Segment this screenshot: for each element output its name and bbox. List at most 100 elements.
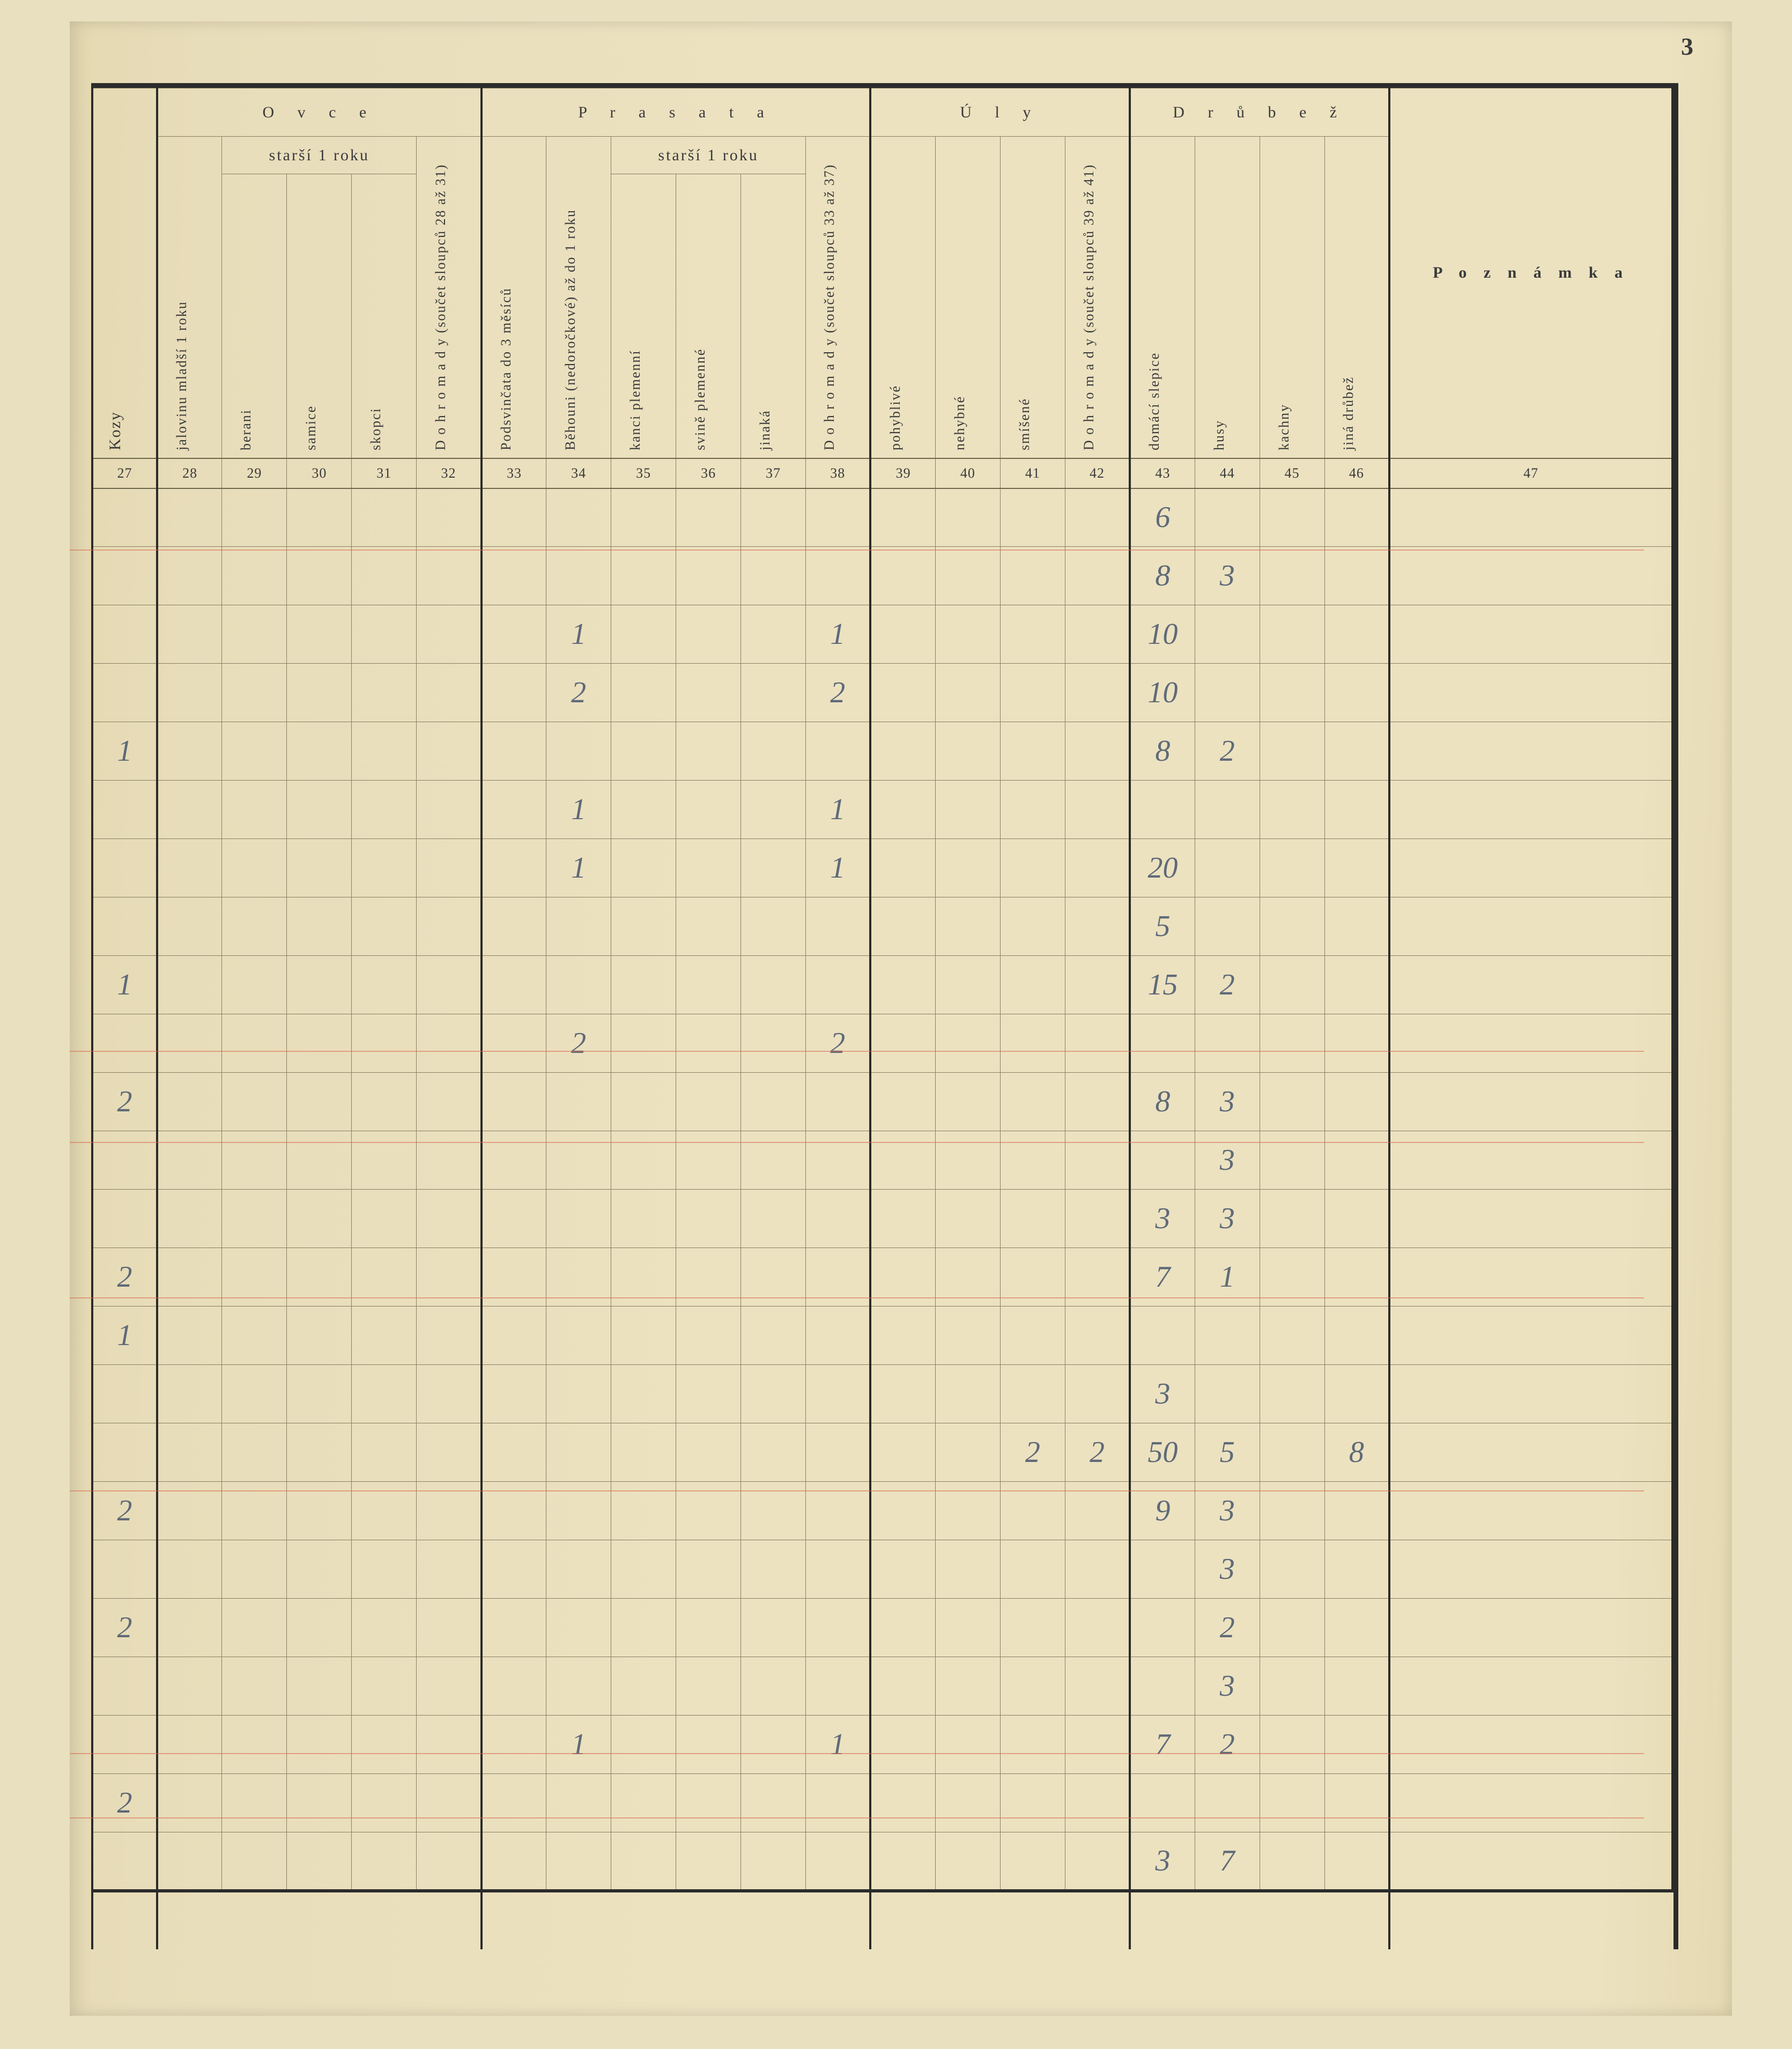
cell: 50 [1130, 1423, 1195, 1482]
cell [935, 1190, 1000, 1248]
cell [482, 1365, 546, 1423]
cell [1065, 1540, 1130, 1599]
cell [287, 1423, 352, 1482]
cell [676, 1891, 741, 1949]
cell [546, 956, 611, 1014]
handwritten-value: 1 [571, 618, 586, 651]
cell [870, 1716, 935, 1774]
cell [1324, 897, 1389, 956]
cell [1389, 605, 1672, 664]
cell [417, 547, 482, 605]
cell [870, 1306, 935, 1365]
col-label: kanci plemenní [627, 350, 643, 450]
cell [417, 1716, 482, 1774]
table-row: 1172 [92, 1716, 1672, 1774]
cell [1065, 547, 1130, 605]
cell [611, 839, 676, 897]
cell [741, 781, 806, 839]
cell [806, 1599, 871, 1657]
cell [222, 897, 287, 956]
cell [92, 1131, 157, 1190]
col-head-34: Běhouni (nedoročkové) až do 1 roku [546, 137, 611, 458]
cell [676, 1365, 741, 1423]
colnum: 34 [546, 458, 611, 488]
col-label: D o h r o m a d y (součet sloupců 39 až … [1081, 164, 1097, 450]
cell [611, 1014, 676, 1073]
cell [1000, 1540, 1065, 1599]
col-head-32: D o h r o m a d y (součet sloupců 28 až … [417, 137, 482, 458]
handwritten-value: 1 [117, 1319, 132, 1352]
handwritten-value: 5 [1220, 1436, 1235, 1469]
cell: 1 [546, 605, 611, 664]
col-label: nehybné [952, 395, 968, 450]
cell [1065, 839, 1130, 897]
cell [352, 488, 417, 547]
cell [741, 1832, 806, 1891]
cell [1000, 664, 1065, 722]
cell [676, 1306, 741, 1365]
cell [222, 839, 287, 897]
cell [1389, 1716, 1672, 1774]
cell [870, 1599, 935, 1657]
colnum: 47 [1389, 458, 1672, 488]
cell [417, 781, 482, 839]
table-row: 37 [92, 1832, 1672, 1891]
table-row-empty [92, 1891, 1672, 1949]
cell: 10 [1130, 605, 1195, 664]
handwritten-value: 7 [1155, 1260, 1170, 1294]
cell [222, 1482, 287, 1540]
cell [1130, 1891, 1195, 1949]
group-prasata: P r a s a t a [482, 88, 871, 137]
col-label: svině plemenné [692, 348, 708, 450]
cell [611, 1716, 676, 1774]
cell [806, 1657, 871, 1716]
handwritten-value: 7 [1220, 1844, 1235, 1877]
cell [1260, 1131, 1324, 1190]
cell: 1 [806, 605, 871, 664]
cell [611, 897, 676, 956]
cell [741, 1891, 806, 1949]
cell [482, 1190, 546, 1248]
cell [352, 1891, 417, 1949]
cell [92, 1540, 157, 1599]
cell [611, 1365, 676, 1423]
cell [157, 956, 222, 1014]
cell [806, 1832, 871, 1891]
cell [546, 1540, 611, 1599]
cell: 3 [1195, 1073, 1260, 1131]
cell [352, 1774, 417, 1832]
cell: 10 [1130, 664, 1195, 722]
cell [222, 781, 287, 839]
cell: 9 [1130, 1482, 1195, 1540]
cell [676, 1832, 741, 1891]
cell: 2 [92, 1248, 157, 1306]
cell: 3 [1195, 1131, 1260, 1190]
cell [287, 1832, 352, 1891]
cell [1000, 1891, 1065, 1949]
cell [870, 722, 935, 781]
cell: 8 [1130, 722, 1195, 781]
handwritten-value: 1 [571, 793, 586, 826]
cell [611, 664, 676, 722]
cell [157, 1540, 222, 1599]
cell [287, 1248, 352, 1306]
col-label: husy [1211, 419, 1227, 450]
handwritten-value: 8 [1155, 559, 1170, 592]
cell [352, 1014, 417, 1073]
ledger-page: 3 Kozy O v c e P r a s a t a Ú l y [70, 21, 1732, 2016]
table-row: 293 [92, 1482, 1672, 1540]
cell [482, 897, 546, 956]
cell: 2 [1000, 1423, 1065, 1482]
cell [157, 664, 222, 722]
cell [741, 1131, 806, 1190]
colnum: 43 [1130, 458, 1195, 488]
cell [417, 1306, 482, 1365]
table-head: Kozy O v c e P r a s a t a Ú l y D r ů b… [92, 88, 1672, 488]
cell [870, 1832, 935, 1891]
handwritten-value: 3 [1220, 1202, 1235, 1235]
cell: 2 [92, 1482, 157, 1540]
cell: 8 [1130, 1073, 1195, 1131]
cell [935, 897, 1000, 956]
page-number: 3 [1681, 32, 1694, 61]
cell [1065, 1716, 1130, 1774]
